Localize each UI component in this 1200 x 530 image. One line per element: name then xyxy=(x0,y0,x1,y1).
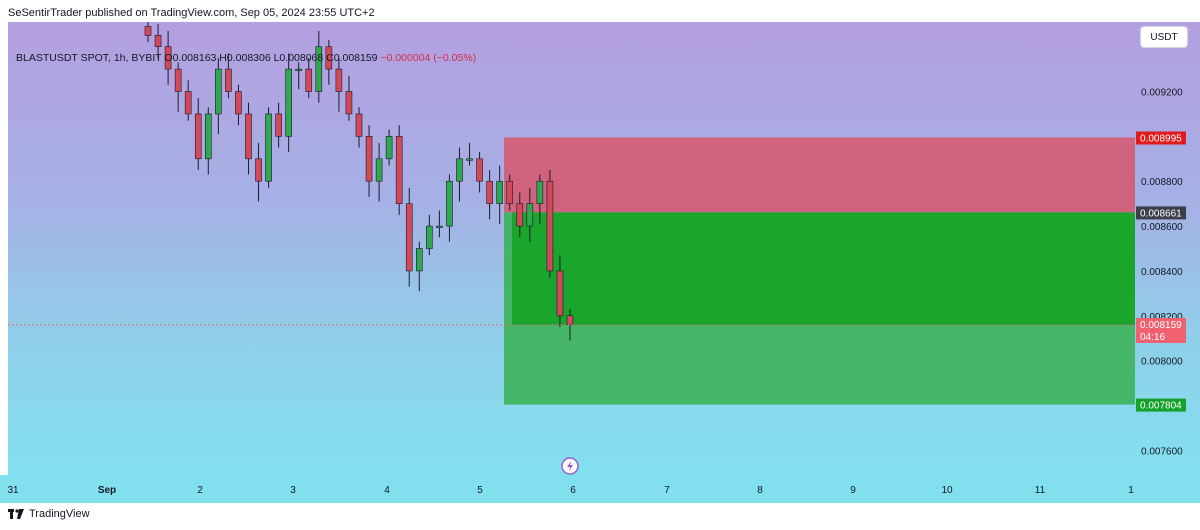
candle xyxy=(285,53,292,153)
candle xyxy=(556,255,564,327)
price-tick-label: 0.009200 xyxy=(1141,88,1183,99)
candle xyxy=(385,129,393,166)
time-axis[interactable]: 31 Sep 2 3 4 5 6 7 8 9 10 11 1 xyxy=(0,475,1200,503)
candle xyxy=(526,187,534,242)
time-tick-label: 8 xyxy=(757,485,763,496)
candle xyxy=(395,125,403,215)
time-tick-label: 31 xyxy=(7,485,19,496)
time-tick-label: 4 xyxy=(384,485,390,496)
time-tick-label: 9 xyxy=(850,485,856,496)
candle xyxy=(375,143,383,202)
svg-text:0.007804: 0.007804 xyxy=(1140,401,1182,412)
take-profit-progress-zone xyxy=(512,212,1135,325)
ohlc-values: O0.008163 H0.008306 L0.008068 C0.008159 xyxy=(164,52,378,64)
price-tick-label: 0.008200 xyxy=(1141,312,1183,323)
candle xyxy=(194,98,202,171)
candle xyxy=(265,107,272,188)
time-tick-label: 11 xyxy=(1035,485,1046,496)
footer: TradingView xyxy=(8,508,90,520)
lightning-icon[interactable] xyxy=(561,457,579,475)
candle xyxy=(305,57,313,99)
candle xyxy=(355,107,363,148)
time-tick-label: 2 xyxy=(197,485,203,496)
last-price-value: 0.008159 xyxy=(1140,320,1182,331)
candle xyxy=(496,165,503,224)
candle xyxy=(315,30,323,103)
candle xyxy=(345,75,353,121)
candle xyxy=(295,62,303,90)
candle xyxy=(405,187,413,287)
svg-text:0.008661: 0.008661 xyxy=(1140,208,1182,219)
chart-area[interactable]: BLASTUSDT SPOT, 1h, BYBIT O0.008163 H0.0… xyxy=(8,22,1135,475)
price-scale[interactable]: 0.009200 0.008800 0.008600 0.008400 0.008200… xyxy=(1135,22,1200,475)
tradingview-logo-icon xyxy=(8,509,24,519)
target-price-tag: 0.007804 xyxy=(1136,398,1186,412)
time-axis-labels: 31 Sep 2 3 4 5 6 7 8 9 10 11 1 xyxy=(7,485,1134,496)
svg-text:0.008995: 0.008995 xyxy=(1140,133,1182,144)
candle xyxy=(365,125,373,197)
candle xyxy=(215,57,222,135)
candle xyxy=(245,102,252,175)
candle xyxy=(204,107,212,175)
candle xyxy=(476,152,483,193)
time-tick-label: 1 xyxy=(1128,485,1134,496)
candle xyxy=(486,170,493,220)
candle xyxy=(174,62,182,112)
candle xyxy=(154,24,162,58)
candle xyxy=(325,39,333,85)
candle xyxy=(225,53,232,99)
price-tick-label: 0.007600 xyxy=(1141,446,1183,457)
candle xyxy=(466,143,473,166)
candle xyxy=(164,30,172,85)
candle xyxy=(456,147,463,202)
footer-brand: TradingView xyxy=(29,508,90,520)
candle xyxy=(415,241,423,292)
time-tick-label: 3 xyxy=(290,485,296,496)
time-tick-label: Sep xyxy=(98,485,116,496)
candle xyxy=(516,192,524,238)
price-tick-label: 0.008000 xyxy=(1141,357,1183,368)
candle xyxy=(235,84,242,126)
time-tick-label: 5 xyxy=(477,485,483,496)
entry-price-tag: 0.008661 xyxy=(1136,206,1186,220)
candlestick-chart xyxy=(8,22,1135,475)
candle xyxy=(446,174,453,242)
bar-countdown: 04:16 xyxy=(1140,332,1165,343)
candle xyxy=(144,22,152,43)
time-tick-label: 10 xyxy=(941,485,953,496)
candle xyxy=(275,102,282,148)
candle xyxy=(426,214,433,256)
price-change: −0.000004 (−0.05%) xyxy=(380,52,477,64)
time-tick-label: 7 xyxy=(664,485,670,496)
candle xyxy=(536,174,544,224)
price-tick-label: 0.008600 xyxy=(1141,222,1183,233)
candle xyxy=(546,170,554,278)
candle xyxy=(335,57,343,112)
currency-button[interactable]: USDT xyxy=(1140,26,1188,48)
symbol-name: BLASTUSDT SPOT, 1h, BYBIT xyxy=(16,52,162,64)
candle xyxy=(436,210,443,238)
price-axis: 0.009200 0.008800 0.008600 0.008400 0.008200… xyxy=(1136,88,1186,457)
stop-loss-zone[interactable] xyxy=(504,137,1135,213)
symbol-info: BLASTUSDT SPOT, 1h, BYBIT O0.008163 H0.0… xyxy=(16,52,476,64)
price-tick-label: 0.008800 xyxy=(1141,177,1183,188)
price-tick-label: 0.008400 xyxy=(1141,267,1183,278)
candle xyxy=(506,174,514,211)
time-tick-label: 6 xyxy=(570,485,576,496)
stop-price-tag: 0.008995 xyxy=(1136,131,1186,145)
publish-info: SeSentirTrader published on TradingView.… xyxy=(8,7,375,19)
candle xyxy=(184,80,192,121)
candle xyxy=(255,143,262,202)
